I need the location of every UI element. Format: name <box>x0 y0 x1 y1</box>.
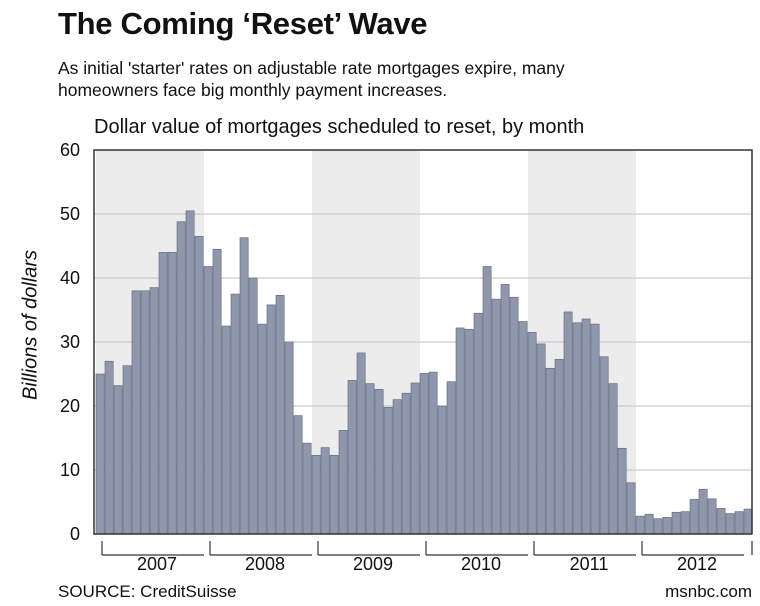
publisher-credit: msnbc.com <box>665 582 752 601</box>
bar-61 <box>644 513 654 535</box>
x-tick-label-2007: 2007 <box>137 554 177 574</box>
x-tick-label-2012: 2012 <box>677 554 717 574</box>
bar-47 <box>518 321 528 535</box>
bar-63 <box>662 517 672 535</box>
bar-21 <box>284 341 294 535</box>
bar-19 <box>266 304 276 535</box>
bar-44 <box>491 298 501 535</box>
bar-67 <box>698 488 708 535</box>
bar-65 <box>680 511 690 535</box>
bar-64 <box>671 511 681 535</box>
bar-35 <box>410 382 420 535</box>
y-tick-label-0: 0 <box>70 524 80 544</box>
bar-56 <box>599 356 609 535</box>
y-tick-label-10: 10 <box>60 460 80 480</box>
bar-48 <box>527 332 537 535</box>
bar-66 <box>689 499 699 535</box>
bar-33 <box>392 399 402 535</box>
chart-subtitle: As initial 'starter' rates on adjustable… <box>58 57 738 101</box>
bar-55 <box>590 323 600 535</box>
y-tick-label-20: 20 <box>60 396 80 416</box>
bar-58 <box>617 447 627 535</box>
bar-25 <box>320 447 330 535</box>
plot-border <box>93 149 753 535</box>
bar-46 <box>509 296 519 535</box>
y-tick-label-60: 60 <box>60 140 80 160</box>
bar-29 <box>356 352 366 535</box>
bar-37 <box>428 371 438 535</box>
bar-15 <box>230 293 240 535</box>
bar-34 <box>401 392 411 535</box>
bar-36 <box>419 373 429 535</box>
bar-1 <box>104 360 114 535</box>
bar-0 <box>95 373 105 535</box>
bar-3 <box>122 365 132 535</box>
bar-5 <box>140 290 150 535</box>
bar-13 <box>212 248 222 535</box>
bar-16 <box>239 237 249 535</box>
bar-17 <box>248 277 258 535</box>
bar-53 <box>572 322 582 535</box>
bar-31 <box>374 389 384 535</box>
bar-22 <box>293 415 303 535</box>
source-note: SOURCE: CreditSuisse <box>58 582 237 601</box>
bar-52 <box>563 311 573 535</box>
chart-plot-title: Dollar value of mortgages scheduled to r… <box>94 116 585 138</box>
bar-41 <box>464 328 474 535</box>
bar-62 <box>653 518 663 535</box>
bar-26 <box>329 454 339 535</box>
bar-45 <box>500 284 510 535</box>
bar-32 <box>383 406 393 535</box>
bar-23 <box>302 442 312 535</box>
bar-38 <box>437 405 447 535</box>
x-tick-label-2011: 2011 <box>570 554 609 574</box>
bar-12 <box>203 266 213 535</box>
bar-39 <box>446 381 456 535</box>
bar-24 <box>311 454 321 535</box>
bar-4 <box>131 290 141 535</box>
bar-51 <box>554 358 564 535</box>
bar-7 <box>158 252 168 535</box>
bar-28 <box>347 380 357 535</box>
y-tick-label-40: 40 <box>60 268 80 288</box>
bar-42 <box>473 312 483 535</box>
bar-50 <box>545 367 555 535</box>
bar-8 <box>167 252 177 535</box>
bar-6 <box>149 287 159 535</box>
subtitle-line-1: As initial 'starter' rates on adjustable… <box>58 58 565 78</box>
bar-10 <box>185 210 195 535</box>
subtitle-line-2: homeowners face big monthly payment incr… <box>58 80 448 100</box>
bar-14 <box>221 325 231 535</box>
bar-72 <box>743 508 753 535</box>
bar-18 <box>257 323 267 535</box>
chart-title-heading: The Coming ‘Reset’ Wave <box>58 6 428 41</box>
bar-40 <box>455 327 465 535</box>
bar-27 <box>338 430 348 535</box>
bar-57 <box>608 383 618 535</box>
bar-69 <box>716 508 726 535</box>
bar-68 <box>707 498 717 535</box>
bar-70 <box>725 513 735 535</box>
bar-54 <box>581 318 591 535</box>
x-tick-label-2010: 2010 <box>461 554 501 574</box>
bar-11 <box>194 236 204 535</box>
bar-9 <box>176 221 186 535</box>
bar-59 <box>626 482 636 535</box>
y-tick-label-50: 50 <box>60 204 80 224</box>
x-tick-label-2009: 2009 <box>353 554 393 574</box>
x-tick-label-2008: 2008 <box>245 554 285 574</box>
bar-30 <box>365 383 375 535</box>
bar-20 <box>275 294 285 535</box>
bar-2 <box>113 385 123 535</box>
bar-49 <box>536 343 546 535</box>
bar-60 <box>635 515 645 535</box>
bar-43 <box>482 266 492 535</box>
bar-71 <box>734 511 744 535</box>
y-tick-label-30: 30 <box>60 332 80 352</box>
